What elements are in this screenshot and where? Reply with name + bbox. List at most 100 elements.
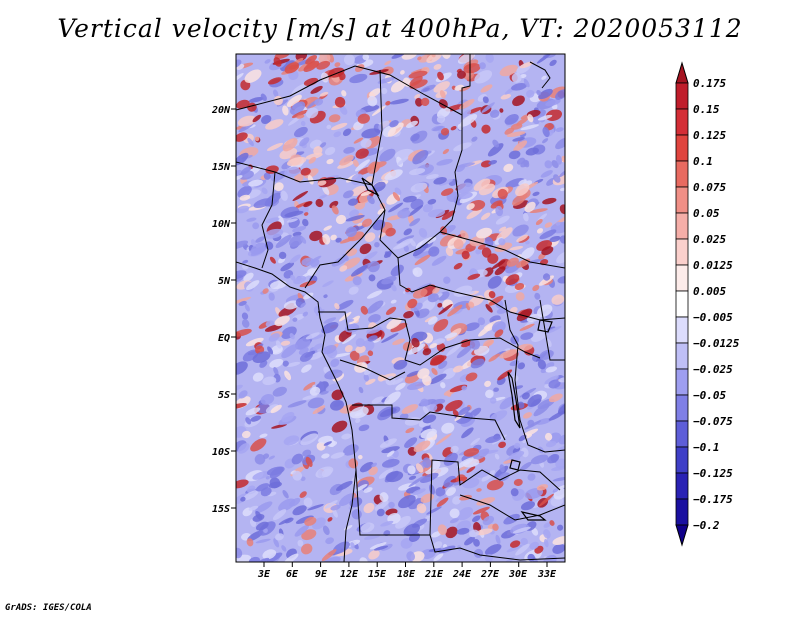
- colorbar-label: −0.0125: [693, 337, 740, 350]
- field-cell: [275, 340, 282, 349]
- lakes: [361, 177, 553, 521]
- field-cell: [555, 221, 561, 226]
- field-cell: [457, 70, 466, 79]
- field-cell: [515, 292, 525, 301]
- field-cell: [446, 391, 452, 397]
- field-cell: [252, 471, 270, 480]
- field-cell: [484, 543, 502, 556]
- field-cell: [354, 362, 368, 373]
- field-cell: [248, 556, 260, 562]
- field-cell: [355, 345, 366, 354]
- field-cell: [303, 201, 313, 208]
- field-cell: [544, 160, 553, 169]
- field-cell: [497, 188, 508, 200]
- field-cell: [248, 505, 259, 511]
- field-cell: [315, 198, 324, 208]
- field-cell: [477, 317, 486, 326]
- field-cell: [412, 150, 429, 165]
- field-cell: [385, 471, 404, 483]
- field-cell: [345, 226, 357, 238]
- field-cell: [459, 99, 475, 110]
- field-cell: [509, 540, 521, 548]
- field-cell: [286, 361, 301, 367]
- field-cell: [300, 302, 307, 308]
- field-cell: [519, 461, 532, 471]
- field-cell: [503, 163, 514, 173]
- field-cell: [245, 337, 264, 347]
- field-cell: [350, 542, 355, 549]
- field-cell: [478, 325, 491, 337]
- field-cell: [327, 517, 333, 522]
- field-cell: [236, 547, 243, 559]
- field-cell: [302, 449, 312, 457]
- field-cell: [438, 303, 453, 315]
- field-cell: [426, 54, 442, 64]
- colorbar-top-arrow: [675, 61, 689, 84]
- field-cell: [268, 333, 280, 342]
- field-cell: [547, 454, 560, 464]
- field-cell: [261, 187, 268, 195]
- field-cell: [311, 334, 324, 340]
- field-cell: [429, 355, 447, 366]
- field-cell: [280, 190, 288, 201]
- field-cell: [429, 484, 435, 495]
- field-cell: [431, 367, 438, 376]
- lat-label: 15S: [212, 504, 230, 515]
- field-cell: [431, 255, 447, 266]
- field-cell: [371, 105, 386, 116]
- field-cell: [304, 168, 319, 179]
- field-cell: [440, 127, 450, 136]
- field-cell: [381, 458, 400, 468]
- field-cell: [450, 126, 457, 131]
- field-cell: [503, 513, 520, 525]
- field-cell: [463, 63, 481, 74]
- field-cell: [466, 203, 475, 210]
- field-cell: [388, 501, 395, 509]
- field-cell: [366, 195, 375, 205]
- field-cell: [268, 292, 275, 301]
- field-cell: [511, 72, 522, 83]
- field-cell: [549, 520, 555, 526]
- field-cell: [476, 497, 496, 506]
- field-cell: [531, 527, 539, 536]
- field-cell: [406, 381, 427, 391]
- field-cell: [254, 501, 273, 514]
- field-cell: [495, 215, 510, 225]
- field-cell: [516, 308, 533, 322]
- field-cell: [355, 159, 370, 172]
- field-cell: [524, 201, 536, 213]
- field-cell: [407, 343, 426, 355]
- field-cell: [371, 462, 377, 468]
- field-cell: [380, 520, 394, 527]
- field-cell: [236, 132, 248, 142]
- field-cell: [445, 399, 463, 412]
- field-cell: [433, 318, 449, 332]
- field-cell: [520, 537, 528, 546]
- field-cell: [264, 228, 284, 239]
- field-cell: [499, 108, 504, 113]
- lon-label: 9E: [315, 569, 328, 580]
- lat-label: 5S: [218, 390, 230, 401]
- field-cell: [270, 280, 287, 290]
- field-cell: [331, 389, 344, 401]
- field-cell: [236, 205, 250, 214]
- field-cell: [506, 544, 523, 553]
- field-cell: [535, 218, 543, 226]
- field-cell: [338, 311, 352, 322]
- colorbar-label: −0.075: [693, 415, 733, 428]
- field-cell: [499, 464, 505, 473]
- field-cell: [366, 300, 384, 314]
- field-cell: [236, 240, 249, 250]
- field-cell: [538, 493, 554, 507]
- field-cell: [283, 435, 300, 446]
- field-cell: [303, 77, 319, 86]
- field-cell: [300, 167, 311, 176]
- field-cell: [520, 501, 536, 511]
- field-cell: [274, 182, 284, 192]
- field-cell: [403, 228, 413, 236]
- field-cell: [291, 83, 308, 96]
- field-cell: [299, 491, 307, 498]
- field-cell: [484, 380, 492, 387]
- field-cell: [422, 457, 432, 468]
- velocity-field: [236, 54, 565, 562]
